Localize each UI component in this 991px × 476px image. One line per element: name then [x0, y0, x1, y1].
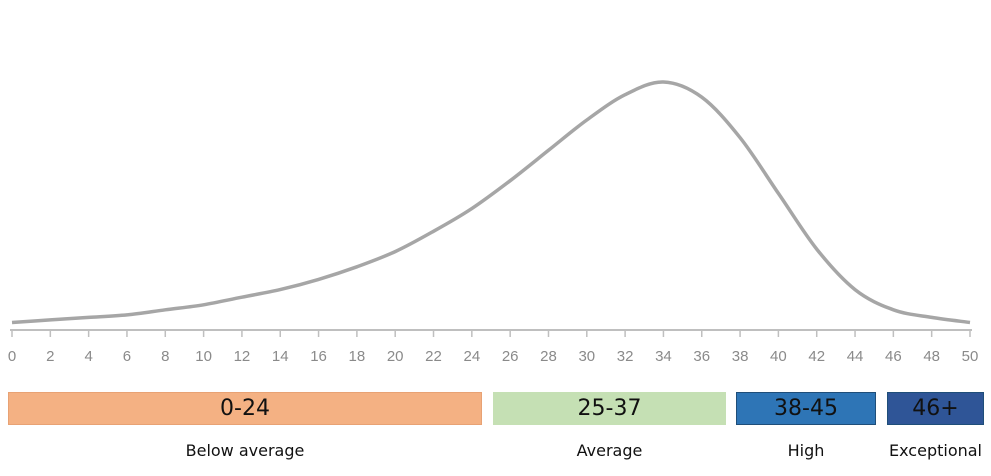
x-tick-label: 48 — [923, 348, 940, 365]
x-tick-label: 44 — [847, 348, 864, 365]
x-tick-label: 4 — [84, 348, 92, 365]
x-tick-label: 38 — [732, 348, 749, 365]
band-below-average: 0-24 — [8, 392, 482, 425]
x-tick-label: 2 — [46, 348, 54, 365]
band-caption-exceptional: Exceptional — [889, 441, 982, 460]
x-tick-label: 12 — [234, 348, 251, 365]
x-tick-label: 34 — [655, 348, 672, 365]
x-axis-ticks: 0 2 4 6 8 10 12 14 16 18 20 22 24 26 28 30 32 34 36 38 40 42 4… — [8, 330, 979, 365]
x-tick-label: 14 — [272, 348, 289, 365]
band-average: 25-37 — [493, 392, 726, 425]
x-tick-label: 42 — [808, 348, 825, 365]
x-tick-label: 30 — [578, 348, 595, 365]
x-tick-label: 46 — [885, 348, 902, 365]
band-caption-high: High — [787, 441, 825, 460]
x-tick-label: 24 — [463, 348, 480, 365]
x-tick-label: 22 — [425, 348, 442, 365]
band-range-label: 38-45 — [774, 396, 838, 421]
x-tick-label: 20 — [387, 348, 404, 365]
distribution-chart: 0 2 4 6 8 10 12 14 16 18 20 22 24 26 28 30 32 34 36 38 40 42 4… — [8, 80, 979, 365]
band-caption-below-average: Below average — [185, 441, 305, 460]
band-high: 38-45 — [736, 392, 876, 425]
band-range-label: 25-37 — [577, 396, 642, 421]
band-range-label: 0-24 — [220, 396, 270, 421]
x-tick-label: 40 — [770, 348, 787, 365]
x-tick-label: 0 — [8, 348, 16, 365]
band-caption-average: Average — [576, 441, 643, 460]
band-range-label: 46+ — [912, 396, 959, 421]
x-tick-label: 8 — [161, 348, 169, 365]
distribution-curve — [11, 80, 971, 325]
x-tick-label: 10 — [195, 348, 212, 365]
x-tick-label: 36 — [693, 348, 710, 365]
x-tick-label: 50 — [962, 348, 979, 365]
band-exceptional: 46+ — [887, 392, 984, 425]
x-tick-label: 28 — [540, 348, 557, 365]
x-tick-label: 18 — [349, 348, 366, 365]
x-tick-label: 32 — [617, 348, 634, 365]
x-tick-label: 6 — [123, 348, 131, 365]
x-tick-label: 26 — [502, 348, 519, 365]
x-tick-label: 16 — [310, 348, 327, 365]
